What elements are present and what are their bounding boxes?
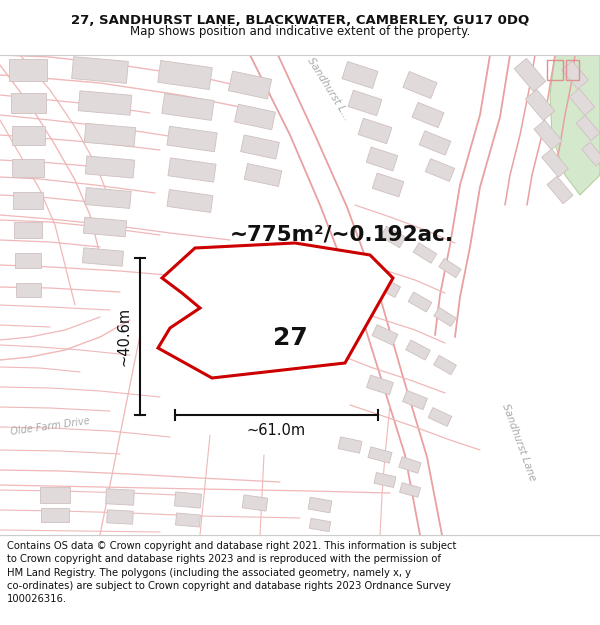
Bar xyxy=(83,217,127,237)
Bar xyxy=(308,497,332,513)
Bar xyxy=(342,61,378,89)
Bar xyxy=(82,248,124,266)
Polygon shape xyxy=(158,243,393,378)
Bar xyxy=(399,457,421,473)
Bar xyxy=(403,391,427,409)
Bar xyxy=(241,135,280,159)
Bar xyxy=(406,340,430,360)
Bar xyxy=(534,120,562,150)
Bar xyxy=(84,123,136,147)
Polygon shape xyxy=(550,55,600,195)
Bar xyxy=(419,131,451,155)
Bar xyxy=(167,189,213,213)
Text: 27: 27 xyxy=(272,326,307,350)
Bar xyxy=(244,164,282,186)
Text: 27, SANDHURST LANE, BLACKWATER, CAMBERLEY, GU17 0DQ: 27, SANDHURST LANE, BLACKWATER, CAMBERLE… xyxy=(71,14,529,27)
Bar xyxy=(15,253,41,268)
Bar xyxy=(374,472,396,488)
Bar xyxy=(107,510,133,524)
Bar xyxy=(85,188,131,208)
Bar xyxy=(348,90,382,116)
Bar xyxy=(434,355,457,375)
Bar xyxy=(168,158,216,182)
Text: Contains OS data © Crown copyright and database right 2021. This information is : Contains OS data © Crown copyright and d… xyxy=(7,541,457,604)
Bar xyxy=(366,147,398,171)
Bar xyxy=(380,226,406,248)
Text: ~61.0m: ~61.0m xyxy=(247,423,306,438)
Text: ~40.6m: ~40.6m xyxy=(117,307,132,366)
Text: Map shows position and indicative extent of the property.: Map shows position and indicative extent… xyxy=(130,26,470,39)
Bar xyxy=(413,242,437,263)
Bar xyxy=(16,283,41,297)
Bar xyxy=(372,173,404,197)
Bar xyxy=(425,159,455,181)
Bar xyxy=(367,375,394,395)
Bar xyxy=(309,518,331,532)
Bar xyxy=(167,126,217,152)
Text: Sandhurst Lane: Sandhurst Lane xyxy=(500,402,538,482)
Bar xyxy=(85,156,134,178)
Bar xyxy=(376,276,401,298)
Bar xyxy=(12,159,44,177)
Bar xyxy=(428,408,452,426)
Bar xyxy=(175,492,202,508)
Bar xyxy=(14,222,42,238)
Bar xyxy=(162,94,214,121)
Bar xyxy=(358,118,392,144)
Bar xyxy=(13,191,43,209)
Bar xyxy=(40,487,70,503)
Bar xyxy=(158,61,212,89)
Bar xyxy=(412,102,444,127)
Bar xyxy=(400,482,421,498)
Bar xyxy=(542,149,568,177)
Bar xyxy=(71,57,128,83)
Bar xyxy=(434,308,456,326)
Bar xyxy=(514,58,546,92)
Bar xyxy=(562,61,589,89)
Bar xyxy=(372,325,398,345)
Bar xyxy=(525,89,555,121)
Bar xyxy=(11,126,44,144)
Bar xyxy=(242,495,268,511)
Bar xyxy=(9,59,47,81)
Text: Sandhurst L...: Sandhurst L... xyxy=(305,56,352,122)
Bar xyxy=(547,176,573,204)
Bar xyxy=(569,89,595,116)
Bar xyxy=(408,292,432,312)
Bar xyxy=(582,142,600,166)
Bar xyxy=(78,91,132,115)
Bar xyxy=(11,93,46,113)
Bar xyxy=(176,513,200,527)
Bar xyxy=(106,489,134,505)
Bar xyxy=(229,71,272,99)
Bar xyxy=(547,60,563,80)
Bar xyxy=(368,447,392,463)
Text: ~775m²/~0.192ac.: ~775m²/~0.192ac. xyxy=(230,224,454,244)
Bar xyxy=(235,104,275,130)
Text: Olde Farm Drive: Olde Farm Drive xyxy=(10,416,91,437)
Bar xyxy=(338,437,362,453)
Bar xyxy=(439,258,461,278)
Bar xyxy=(576,116,600,141)
Bar xyxy=(403,71,437,99)
Bar xyxy=(41,508,69,522)
Bar xyxy=(566,60,579,80)
